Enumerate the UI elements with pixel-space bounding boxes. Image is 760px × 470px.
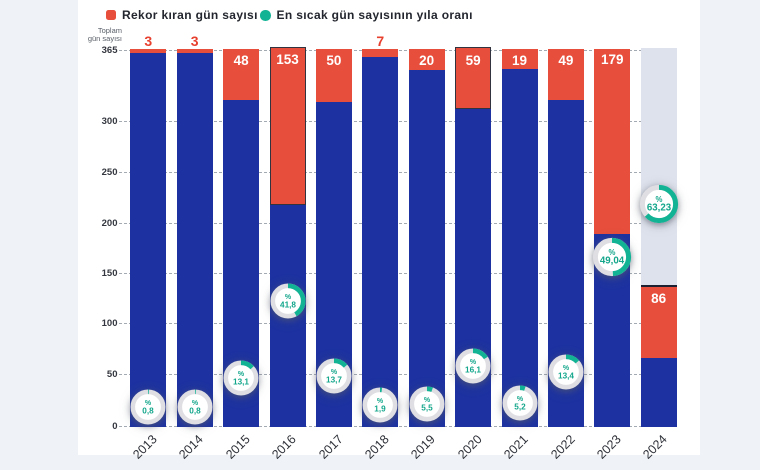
svg-text:%: % xyxy=(563,365,570,372)
svg-text:%: % xyxy=(284,294,291,301)
svg-text:16,1: 16,1 xyxy=(465,365,481,374)
svg-text:%: % xyxy=(238,371,245,378)
svg-text:5,2: 5,2 xyxy=(514,402,526,411)
svg-text:1,9: 1,9 xyxy=(375,404,387,413)
svg-text:13,1: 13,1 xyxy=(233,377,249,386)
svg-text:0,8: 0,8 xyxy=(189,406,201,415)
svg-text:%: % xyxy=(424,397,431,404)
svg-text:%: % xyxy=(655,194,662,203)
svg-text:%: % xyxy=(192,399,199,406)
svg-text:41,8: 41,8 xyxy=(280,300,296,309)
svg-text:13,4: 13,4 xyxy=(558,371,574,380)
svg-text:%: % xyxy=(331,368,338,375)
svg-text:63,23: 63,23 xyxy=(647,202,672,213)
svg-text:5,5: 5,5 xyxy=(421,403,433,412)
svg-text:%: % xyxy=(470,358,477,365)
svg-text:%: % xyxy=(145,399,152,406)
svg-text:13,7: 13,7 xyxy=(326,375,342,384)
svg-text:%: % xyxy=(516,396,523,403)
svg-text:0,8: 0,8 xyxy=(143,406,155,415)
svg-text:49,04: 49,04 xyxy=(600,255,625,266)
svg-text:%: % xyxy=(609,247,616,256)
svg-text:%: % xyxy=(377,398,384,405)
